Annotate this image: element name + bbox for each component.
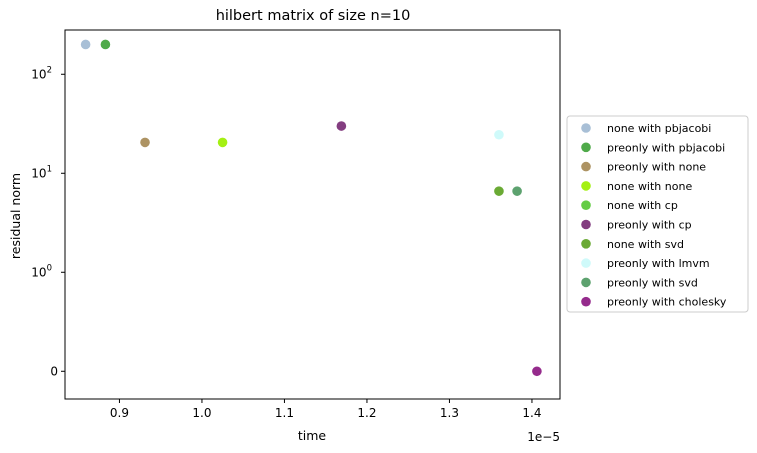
legend-marker — [581, 200, 591, 210]
data-point — [336, 121, 347, 131]
y-tick-label: 101 — [31, 164, 52, 180]
legend-frame — [566, 115, 749, 313]
legend-marker — [581, 219, 591, 230]
y-tick-label: 100 — [31, 263, 52, 279]
x-axis-label: time — [298, 428, 327, 443]
chart-title: hilbert matrix of size n=10 — [216, 8, 411, 24]
y-tick-label: 0 — [50, 364, 58, 378]
x-tick-label: 1.1 — [275, 406, 294, 420]
y-tick-label: 102 — [31, 65, 52, 81]
x-tick-label: 1.2 — [357, 406, 376, 420]
legend-marker — [581, 123, 591, 133]
data-point — [80, 39, 91, 50]
x-tick-label: 0.9 — [110, 406, 129, 420]
data-point — [217, 137, 228, 148]
data-point — [532, 366, 542, 377]
x-axis: 0.9 1.0 1.1 1.2 1.3 1.4 — [110, 399, 541, 420]
x-tick-label: 1.3 — [440, 406, 459, 420]
legend-entry: preonly with cholesky — [607, 296, 727, 309]
legend-marker — [581, 258, 591, 268]
legend-entry: none with none — [607, 180, 692, 193]
data-point — [494, 186, 504, 196]
legend-marker — [581, 296, 591, 307]
x-tick-label: 1.0 — [192, 406, 211, 420]
legend-entry: none with cp — [607, 199, 678, 212]
legend-marker — [581, 181, 591, 191]
y-axis: 0 100 101 102 — [31, 65, 65, 378]
plot-frame — [64, 29, 561, 400]
x-tick-label: 1.4 — [522, 406, 541, 420]
legend-marker — [581, 277, 591, 288]
legend-entry: preonly with cp — [607, 219, 692, 232]
legend-entry: none with pbjacobi — [607, 122, 711, 135]
legend-marker — [581, 239, 591, 249]
data-point — [512, 186, 522, 196]
legend-marker — [581, 142, 591, 153]
legend-entry: preonly with pbjacobi — [607, 141, 725, 154]
legend-entry: preonly with none — [607, 161, 706, 174]
legend-entry: none with svd — [607, 238, 684, 251]
data-point — [140, 137, 150, 148]
plot-points — [80, 39, 542, 377]
data-point — [100, 39, 111, 50]
legend-entry: preonly with svd — [607, 276, 698, 289]
data-point — [494, 129, 504, 140]
x-offset-label: 1e−5 — [527, 430, 560, 444]
legend-entry: preonly with lmvm — [607, 257, 710, 270]
legend-marker — [581, 161, 591, 172]
legend: none with pbjacobi preonly with pbjacobi p… — [566, 115, 749, 313]
y-axis-label: residual norm — [8, 173, 23, 259]
